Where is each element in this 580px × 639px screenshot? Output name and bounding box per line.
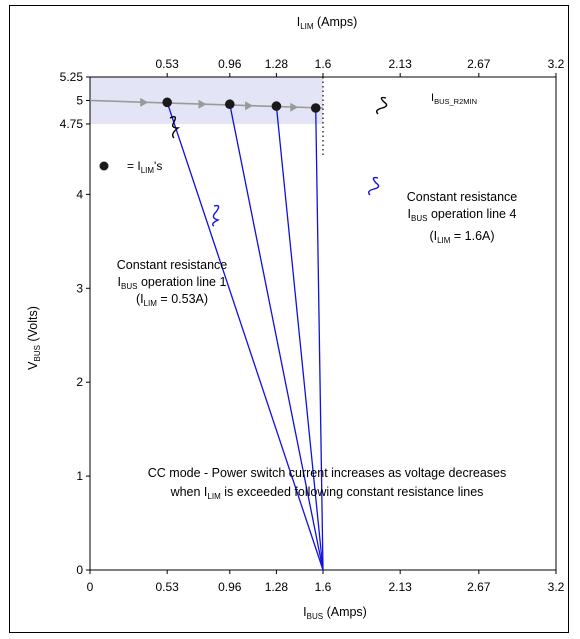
bus-line-arrow-4: [290, 102, 299, 112]
y-tick-label-6: 5: [76, 93, 83, 107]
annotation-1-line3: (ILIM = 0.53A): [136, 292, 208, 308]
y-tick-label-7: 5.25: [60, 70, 84, 84]
squiggle-marker-1: [169, 115, 181, 139]
legend-marker: [99, 161, 109, 171]
x-top-tick-label-0: 0.53: [156, 57, 180, 71]
x-top-tick-label-1: 0.96: [218, 57, 242, 71]
bus-line-arrow-3: [245, 101, 254, 111]
x-top-tick-label-6: 3.2: [548, 57, 565, 71]
ilim-point-2: [225, 99, 235, 110]
data-marks: [89, 77, 324, 571]
ibus-r2min-label: IBUS_R2MIN: [431, 92, 477, 106]
ilim-point-3: [271, 101, 282, 111]
legend-label: = ILIM's: [127, 159, 162, 175]
annotation-4-line3: (ILIM = 1.6A): [429, 229, 494, 245]
y-tick-label-5: 4.75: [60, 117, 84, 131]
x-bottom-tick-label-5: 2.13: [389, 580, 413, 594]
y-tick-label-2: 2: [76, 375, 83, 389]
x-bottom-axis-title: IBUS (Amps): [303, 605, 367, 621]
y-tick-label-1: 1: [76, 469, 83, 483]
y-tick-label-0: 0: [76, 563, 83, 577]
y-axis-title: VBUS (Volts): [26, 306, 42, 370]
annotation-1-line1: Constant resistance: [117, 258, 228, 272]
x-bottom-tick-label-1: 0.53: [156, 580, 180, 594]
figure-frame: [9, 5, 569, 633]
x-bottom-tick-label-6: 2.67: [467, 580, 491, 594]
resistance-line-4: [315, 107, 324, 571]
annotation-line-4: Constant resistance IBUS operation line …: [407, 190, 518, 245]
x-top-axis-title: ILIM (Amps): [297, 15, 358, 31]
cc-mode-line1: CC mode - Power switch current increases…: [148, 466, 506, 480]
resistance-line-1: [166, 102, 324, 571]
cc-mode-line2: when ILIM is exceeded following constant…: [170, 485, 484, 501]
x-bottom-tick-label-3: 1.28: [265, 580, 289, 594]
x-top-tick-label-3: 1.6: [315, 57, 332, 71]
x-top-tick-label-4: 2.13: [389, 57, 413, 71]
x-top-tick-label-5: 2.67: [467, 57, 491, 71]
ilim-point-4: [310, 103, 321, 113]
y-tick-label-3: 3: [76, 281, 83, 295]
bus-line-arrow-1: [140, 97, 149, 107]
annotation-1-line2: IBUS operation line 1: [118, 275, 227, 291]
vbus-nominal-line: [89, 99, 324, 109]
ilim-point-1: [162, 97, 172, 108]
annotation-4-line2: IBUS operation line 4: [408, 207, 517, 223]
y-tick-label-4: 4: [76, 187, 83, 201]
squiggle-marker-3: [211, 204, 221, 227]
resistance-line-2: [229, 104, 324, 571]
x-bottom-tick-label-0: 0: [87, 580, 94, 594]
voltage-tolerance-band: [90, 77, 323, 124]
annotation-line-1: Constant resistance IBUS operation line …: [117, 258, 228, 308]
bus-line-arrow-2: [198, 99, 207, 109]
x-bottom-tick-label-4: 1.6: [315, 580, 332, 594]
x-bottom-tick-label-2: 0.96: [218, 580, 242, 594]
x-top-tick-label-2: 1.28: [265, 57, 289, 71]
annotation-4-line1: Constant resistance: [407, 190, 518, 204]
x-bottom-tick-label-7: 3.2: [548, 580, 565, 594]
resistance-line-3: [275, 106, 324, 571]
axis-ticks: 0 1 2 3 4 4.75 5 5.25 0 0.53 0.96 1.28 1.6 2.13 2.67 3.…: [60, 57, 565, 594]
squiggle-marker-2: [375, 96, 388, 115]
squiggle-marker-4: [367, 176, 380, 196]
